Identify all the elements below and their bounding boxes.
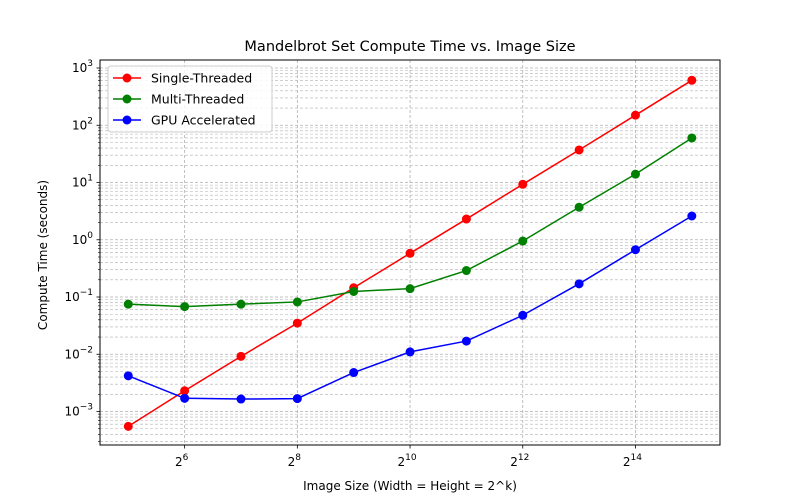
data-point [630, 245, 640, 255]
x-tick-label: 212 [510, 453, 529, 469]
data-point [292, 297, 302, 307]
series-0 [123, 75, 697, 431]
x-tick-label: 28 [288, 453, 302, 469]
data-point [292, 394, 302, 404]
data-point [292, 318, 302, 328]
data-point [349, 286, 359, 296]
data-point [236, 394, 246, 404]
data-point [236, 351, 246, 361]
data-point [574, 279, 584, 289]
legend-label: Multi-Threaded [151, 92, 244, 107]
data-point [687, 75, 697, 85]
data-point [518, 236, 528, 246]
series-layer [123, 75, 697, 431]
y-tick-label: 103 [72, 59, 93, 75]
y-tick-label: 102 [72, 116, 93, 132]
x-tick-label: 214 [623, 453, 642, 469]
y-tick-label: 100 [72, 231, 93, 247]
x-tick-label: 26 [175, 453, 189, 469]
data-point [123, 299, 133, 309]
data-point [236, 299, 246, 309]
y-tick-label: 10−2 [64, 345, 93, 361]
data-point [461, 266, 471, 276]
data-point [461, 336, 471, 346]
data-point [574, 202, 584, 212]
data-point [687, 133, 697, 143]
data-point [123, 421, 133, 431]
y-tick-label: 101 [72, 174, 93, 190]
data-point [518, 310, 528, 320]
data-point [687, 211, 697, 221]
legend: Single-Threaded Multi-Threaded GPU Acceler… [107, 65, 273, 133]
data-point [405, 284, 415, 294]
data-point [405, 248, 415, 258]
y-axis-label: Compute Time (seconds) [36, 180, 50, 330]
y-tick-label: 10−1 [64, 288, 93, 304]
y-tick-label: 10−3 [64, 403, 93, 419]
x-axis-label: Image Size (Width = Height = 2^k) [303, 479, 517, 493]
data-point [461, 214, 471, 224]
series-2 [123, 211, 697, 404]
data-point [180, 386, 190, 396]
data-point [349, 368, 359, 378]
data-point [180, 302, 190, 312]
data-point [630, 169, 640, 179]
grid-lines [100, 60, 720, 445]
legend-box [107, 65, 273, 133]
data-point [180, 393, 190, 403]
data-point [405, 347, 415, 357]
data-point [630, 110, 640, 120]
data-point [574, 145, 584, 155]
chart-title: Mandelbrot Set Compute Time vs. Image Si… [244, 39, 575, 55]
x-tick-label: 210 [398, 453, 417, 469]
legend-swatch-marker [122, 73, 132, 83]
legend-swatch-marker [122, 115, 132, 125]
series-1 [123, 133, 697, 312]
data-point [518, 179, 528, 189]
legend-label: GPU Accelerated [151, 113, 256, 128]
legend-swatch-marker [122, 94, 132, 104]
data-point [123, 371, 133, 381]
legend-label: Single-Threaded [151, 71, 252, 86]
